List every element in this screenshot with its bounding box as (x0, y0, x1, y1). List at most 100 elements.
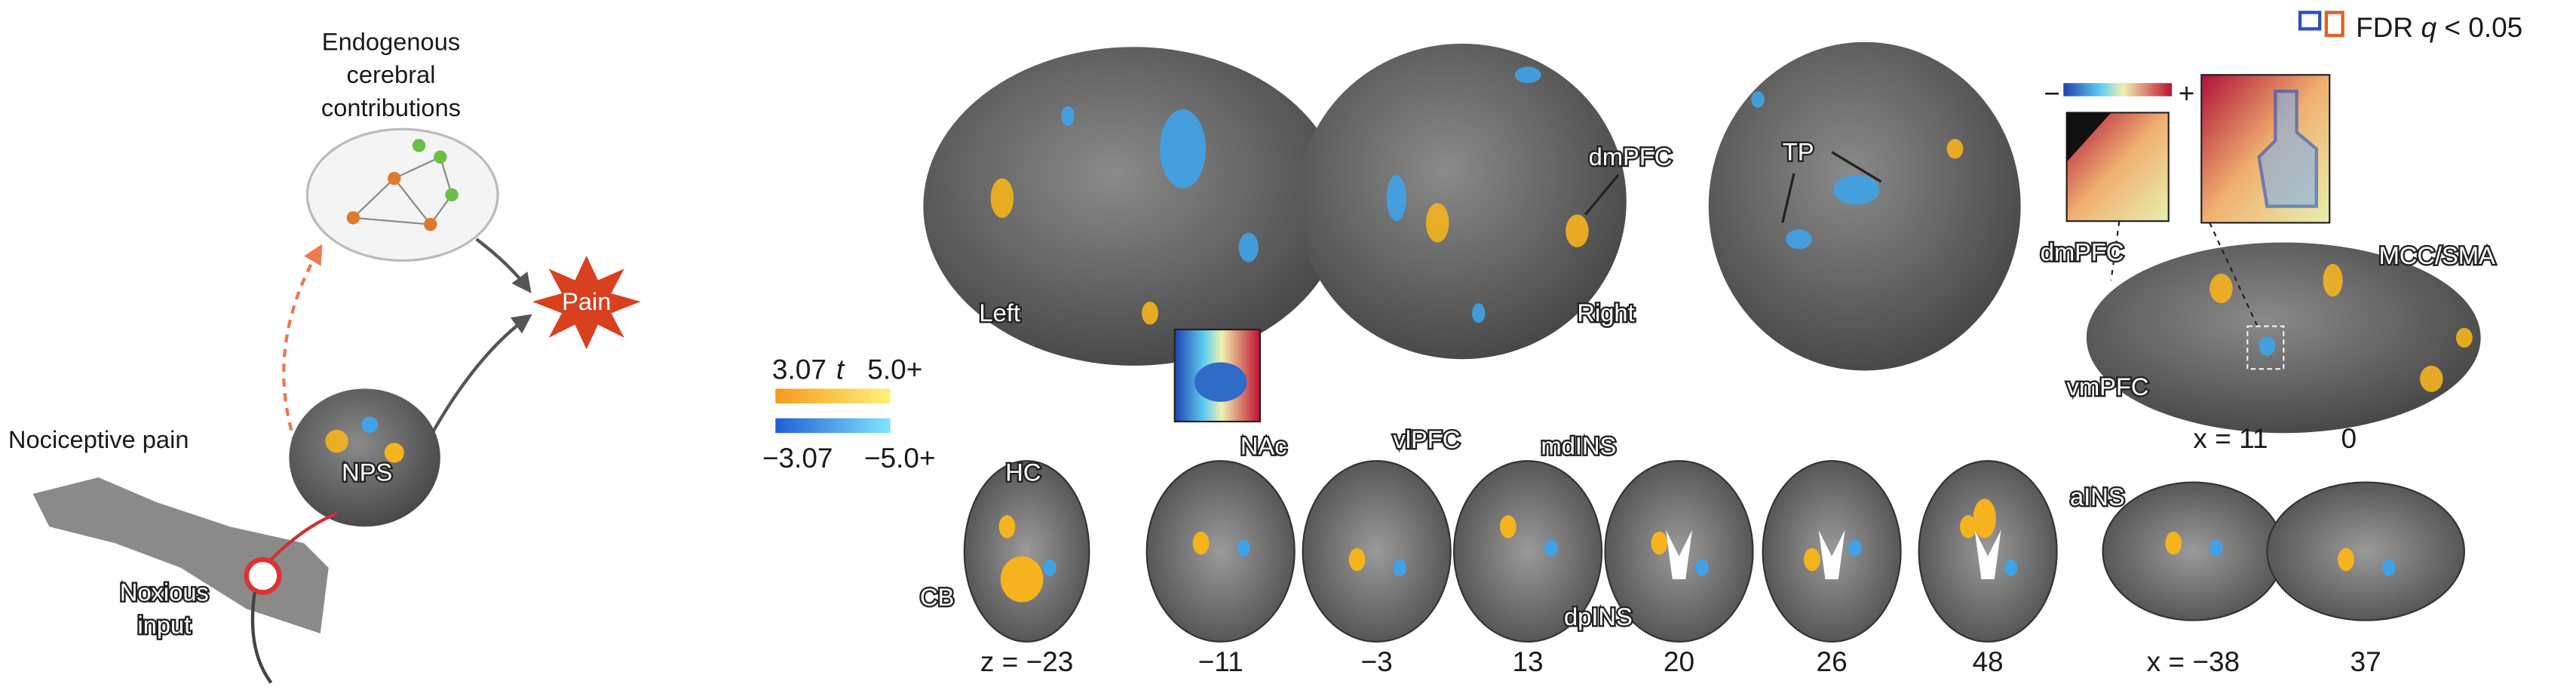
ventricle (1666, 529, 1692, 580)
slice-label: 37 (2351, 646, 2381, 677)
activation-blob (1426, 203, 1449, 243)
fdr-legend: FDR q < 0.05 (2356, 11, 2522, 43)
endogenous-brain (305, 127, 499, 262)
fdr-text: FDR (2356, 11, 2413, 43)
activation-blob (2165, 531, 2182, 555)
activation-blob (1192, 531, 1210, 555)
blob (384, 443, 404, 463)
view-label: Left (979, 299, 1020, 327)
leader (1831, 151, 1882, 183)
activation-blob (1000, 556, 1044, 603)
ventricle (1818, 529, 1845, 580)
activation-blob (1043, 559, 1056, 576)
region-label: vmPFC (2067, 373, 2149, 400)
region-label: dmPFC (2041, 238, 2124, 265)
sagittal-medial (2086, 242, 2481, 434)
slice-label: z = −23 (980, 646, 1073, 677)
activation-blob (1472, 303, 1486, 324)
pain-label: Pain (562, 287, 611, 315)
activation-blob (2338, 547, 2354, 572)
region-label: mdINS (1541, 432, 1617, 460)
slice-label: 0 (2341, 422, 2357, 454)
colorbar-label: 5.0+ (867, 353, 922, 385)
slice-label: 26 (1817, 646, 1848, 677)
axial-slice (1604, 460, 1754, 643)
colorbar-positive (775, 388, 891, 404)
ventricle (1974, 529, 2001, 580)
fdr-q: q (2421, 11, 2436, 43)
activation-blob (1238, 232, 1259, 262)
noxious-label: Noxious (120, 578, 209, 606)
activation-blob (2210, 273, 2233, 304)
inset-scale-label: − (2044, 77, 2060, 109)
activation-blob (1544, 539, 1558, 557)
colorbar-negative (775, 418, 891, 434)
activation-blob (1500, 515, 1516, 538)
activation-blob (1848, 539, 1862, 557)
activation-blob (1386, 175, 1406, 222)
arrow (428, 314, 532, 437)
axial-slice (1762, 460, 1902, 643)
axial-slice (1302, 460, 1452, 643)
activation-blob (1751, 91, 1765, 108)
axial-slice (1918, 460, 2058, 643)
region-label: MCC/SMA (2379, 241, 2495, 269)
slice-label: x = 11 (2193, 422, 2268, 454)
activation-blob (2323, 263, 2343, 297)
heatmap-blob (1194, 362, 1247, 402)
sagittal-slice (2266, 481, 2465, 621)
blob (325, 429, 348, 453)
region-label: CB (920, 583, 954, 611)
activation-blob (2420, 365, 2443, 392)
surface-brain (1708, 41, 2021, 371)
fdr-swatch (2298, 11, 2322, 31)
activation-blob (1566, 214, 1589, 248)
fdr-threshold: < 0.05 (2444, 11, 2522, 43)
endogenous-label: cerebral (347, 60, 436, 88)
activation-blob (990, 178, 1014, 218)
endogenous-label: Endogenous (322, 28, 460, 56)
schematic: Endogenous cerebral contributions Pain N… (8, 28, 641, 684)
activation-blob (2259, 336, 2276, 356)
nps-label: NPS (342, 458, 392, 486)
slice-label: 13 (1512, 646, 1543, 677)
slices: z = −23 −11 −3 13 20 26 48 x = −38 37 (963, 460, 2465, 677)
nociceptive-label: Nociceptive pain (8, 425, 189, 453)
activation-blob (1348, 547, 1366, 572)
axial-slice (1452, 460, 1603, 643)
activation-blob (2210, 539, 2223, 557)
endogenous-label: contributions (321, 94, 461, 121)
blob (361, 416, 379, 434)
colorbar-label: −3.07 (762, 442, 833, 474)
inset-scale (2063, 83, 2173, 97)
slice-label: −3 (1361, 646, 1393, 677)
activation-blob (1142, 301, 1158, 325)
activation-blob (1514, 66, 1541, 84)
surface-views (923, 41, 2481, 434)
activation-blob (1960, 515, 1976, 538)
activation-blob (2004, 559, 2018, 576)
nerve (269, 511, 338, 561)
nps-brain (289, 388, 440, 527)
stimulus (244, 557, 282, 595)
slice-label: 20 (1664, 646, 1694, 677)
activation-blob (1061, 106, 1075, 126)
axial-slice (1145, 460, 1296, 643)
view-label: Right (1577, 299, 1634, 327)
activation-blob (1786, 229, 1812, 250)
region-label: vlPFC (1393, 425, 1460, 453)
region-label: NAc (1240, 432, 1287, 460)
pain-burst (532, 255, 641, 350)
region-label: dmPFC (1589, 143, 1673, 170)
activation-blob (1833, 175, 1880, 205)
leader (2110, 221, 2121, 281)
arrow (475, 238, 532, 293)
colorbar-label: 3.07 (772, 353, 826, 385)
sagittal-slice (2102, 481, 2285, 621)
fdr-swatch (2324, 11, 2344, 38)
activation-blob (2381, 559, 2396, 576)
activation-blob (1946, 139, 1964, 159)
